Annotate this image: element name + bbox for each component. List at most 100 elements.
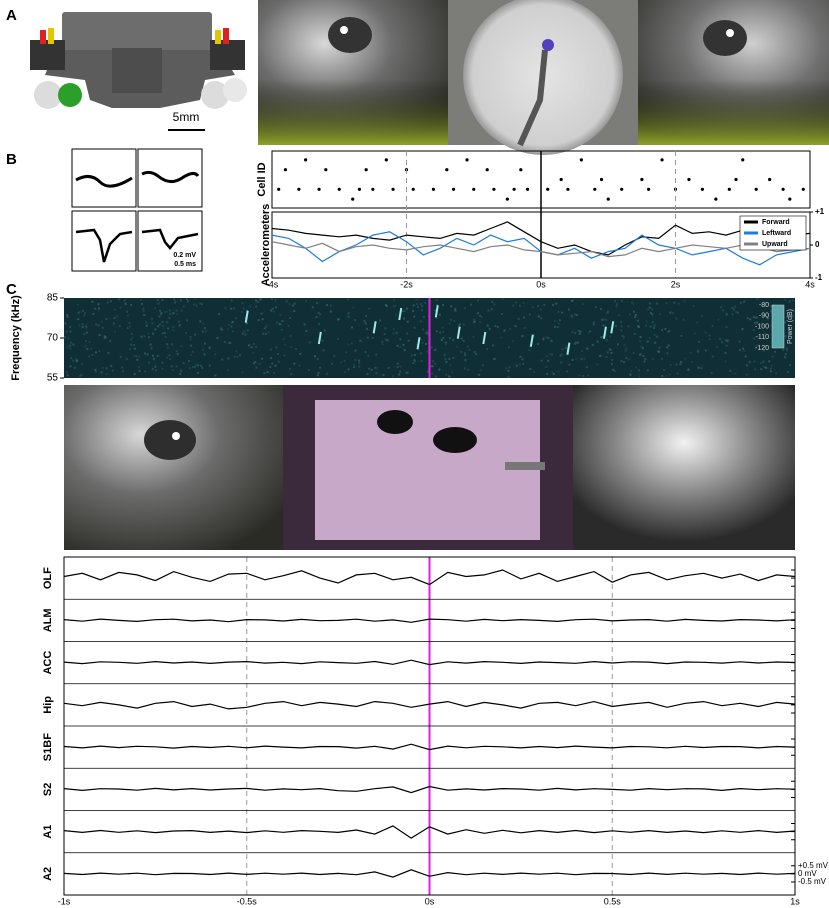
noise: [522, 362, 525, 365]
noise: [641, 347, 644, 350]
noise: [770, 364, 773, 367]
noise: [557, 370, 560, 373]
noise: [638, 353, 641, 356]
noise: [615, 324, 618, 327]
noise: [318, 323, 321, 326]
noise: [293, 302, 296, 305]
noise: [775, 372, 778, 375]
noise: [439, 331, 442, 334]
noise: [151, 322, 154, 325]
noise: [788, 300, 791, 303]
noise: [347, 343, 350, 346]
noise: [696, 350, 699, 353]
noise: [175, 365, 178, 368]
noise: [146, 353, 149, 356]
noise: [550, 339, 553, 342]
noise: [81, 323, 84, 326]
noise: [733, 305, 736, 308]
noise: [659, 313, 662, 316]
noise: [308, 341, 311, 344]
noise: [191, 365, 194, 368]
noise: [656, 335, 659, 338]
noise: [329, 304, 332, 307]
noise: [202, 348, 205, 351]
noise: [140, 335, 143, 338]
noise: [745, 373, 748, 376]
noise: [97, 324, 100, 327]
noise: [566, 370, 569, 373]
noise: [66, 374, 69, 377]
noise: [763, 338, 766, 341]
noise: [114, 330, 117, 333]
noise: [258, 362, 261, 365]
noise: [385, 304, 388, 307]
noise: [194, 333, 197, 336]
noise: [665, 374, 668, 377]
noise: [130, 343, 133, 346]
noise: [522, 301, 525, 304]
noise: [649, 302, 652, 305]
noise: [151, 354, 154, 357]
noise: [429, 365, 432, 368]
noise: [596, 340, 599, 343]
noise: [435, 330, 438, 333]
noise: [545, 336, 548, 339]
noise: [620, 320, 623, 323]
noise: [529, 368, 532, 371]
spike: [384, 158, 388, 162]
noise: [101, 326, 104, 329]
lfp-trace: [63, 700, 796, 710]
noise: [474, 353, 477, 356]
noise: [759, 368, 762, 371]
x-tick-label: 0s: [425, 896, 435, 906]
noise: [456, 345, 459, 348]
noise: [138, 369, 141, 372]
noise: [262, 332, 265, 335]
noise: [511, 340, 514, 343]
noise: [561, 311, 564, 314]
noise: [614, 299, 617, 302]
noise: [639, 336, 642, 339]
noise: [168, 309, 171, 312]
noise: [83, 312, 86, 315]
noise: [375, 367, 378, 370]
noise: [156, 354, 159, 357]
noise: [444, 358, 447, 361]
spike: [512, 187, 516, 191]
noise: [185, 331, 188, 334]
noise: [558, 319, 561, 322]
noise: [75, 360, 78, 363]
noise: [69, 326, 72, 329]
spike: [647, 187, 651, 191]
noise: [503, 329, 506, 332]
spike: [768, 177, 772, 182]
noise: [553, 319, 556, 322]
noise: [764, 332, 767, 335]
noise: [73, 366, 76, 369]
noise: [627, 358, 630, 361]
noise: [457, 324, 460, 327]
noise: [406, 320, 409, 323]
noise: [191, 350, 194, 353]
noise: [663, 368, 666, 371]
noise: [392, 328, 395, 331]
noise: [375, 353, 378, 356]
noise: [639, 340, 642, 343]
noise: [138, 355, 141, 358]
noise: [425, 332, 428, 335]
noise: [265, 325, 268, 328]
noise: [452, 357, 455, 360]
photos-c: [64, 385, 795, 550]
noise: [571, 299, 574, 302]
noise: [620, 325, 623, 328]
noise: [147, 332, 150, 335]
noise: [791, 315, 794, 318]
noise: [251, 346, 254, 349]
noise: [336, 318, 339, 321]
noise: [754, 368, 757, 371]
noise: [643, 360, 646, 363]
noise: [742, 347, 745, 350]
noise: [175, 350, 178, 353]
noise: [261, 318, 264, 321]
noise: [539, 308, 542, 311]
